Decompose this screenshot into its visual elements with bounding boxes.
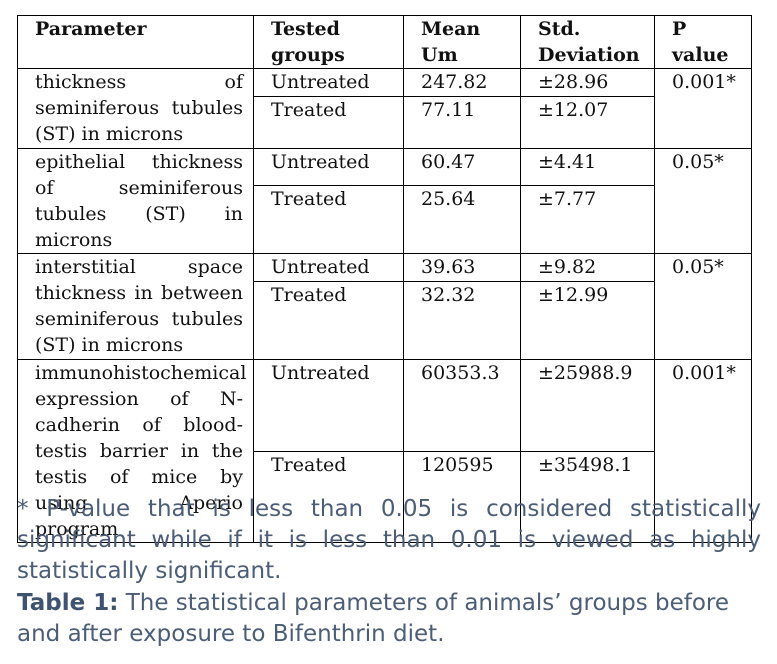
- header-p-value: P value: [654, 15, 752, 69]
- table-row: Treated 77.11 ±12.07: [18, 96, 752, 149]
- header-std-deviation: Std. Deviation: [520, 15, 655, 69]
- group-cell: Treated: [253, 184, 404, 255]
- table-row: Treated 25.64 ±7.77: [18, 184, 752, 255]
- table-caption: Table 1: The statistical parameters of a…: [17, 588, 761, 650]
- table-row: epithelial thickness of seminiferous tub…: [17, 148, 752, 254]
- statistics-table: Parameter Tested groups Mean Um Std. Dev…: [17, 15, 752, 543]
- parameter-cell: epithelial thickness of seminiferous tub…: [17, 148, 254, 254]
- sd-cell: ±9.82: [520, 253, 655, 282]
- footnote: * P-value that is less than 0.05 is cons…: [17, 496, 761, 584]
- sd-cell: ±25988.9: [520, 359, 655, 452]
- group-cell: Treated: [253, 450, 404, 543]
- group-cell: Treated: [253, 96, 404, 149]
- mean-cell: 32.32: [403, 281, 521, 360]
- mean-cell: 60.47: [403, 148, 521, 186]
- mean-cell: 120595: [403, 450, 521, 543]
- mean-cell: 25.64: [403, 184, 521, 255]
- p-value-cell: 0.05*: [654, 253, 752, 360]
- table-row: Treated 120595 ±35498.1: [18, 450, 752, 543]
- table-row: Treated 32.32 ±12.99: [18, 281, 752, 360]
- p-value-cell: 0.05*: [654, 148, 752, 254]
- group-cell: Untreated: [253, 68, 404, 97]
- header-parameter: Parameter: [17, 15, 254, 69]
- group-cell: Untreated: [253, 253, 404, 282]
- table-row: immunohistochemical expression of N-cadh…: [17, 359, 752, 543]
- group-cell: Untreated: [253, 359, 404, 452]
- table-row: interstitial space thickness in between …: [17, 253, 752, 360]
- parameter-cell: thickness of seminiferous tubules (ST) i…: [17, 68, 254, 149]
- header-row: Parameter Tested groups Mean Um Std. Dev…: [17, 15, 752, 69]
- sd-cell: ±4.41: [520, 148, 655, 186]
- mean-cell: 247.82: [403, 68, 521, 97]
- sd-cell: ±7.77: [520, 184, 655, 255]
- sd-cell: ±12.99: [520, 281, 655, 360]
- group-cell: Treated: [253, 281, 404, 360]
- header-mean: Mean Um: [403, 15, 521, 69]
- mean-cell: 60353.3: [403, 359, 521, 452]
- caption-label: Table 1:: [17, 590, 119, 616]
- group-cell: Untreated: [253, 148, 404, 186]
- p-value-cell: 0.001*: [654, 68, 752, 149]
- caption-text: The statistical parameters of animals’ g…: [17, 590, 730, 647]
- table-row: thickness of seminiferous tubules (ST) i…: [17, 68, 752, 149]
- header-tested-groups: Tested groups: [253, 15, 404, 69]
- sd-cell: ±12.07: [520, 96, 655, 149]
- mean-cell: 39.63: [403, 253, 521, 282]
- p-value-cell: 0.001*: [654, 359, 752, 543]
- sd-cell: ±35498.1: [520, 450, 655, 543]
- sd-cell: ±28.96: [520, 68, 655, 97]
- parameter-cell: immunohistochemical expression of N-cadh…: [17, 359, 254, 543]
- parameter-cell: interstitial space thickness in between …: [17, 253, 254, 360]
- mean-cell: 77.11: [403, 96, 521, 149]
